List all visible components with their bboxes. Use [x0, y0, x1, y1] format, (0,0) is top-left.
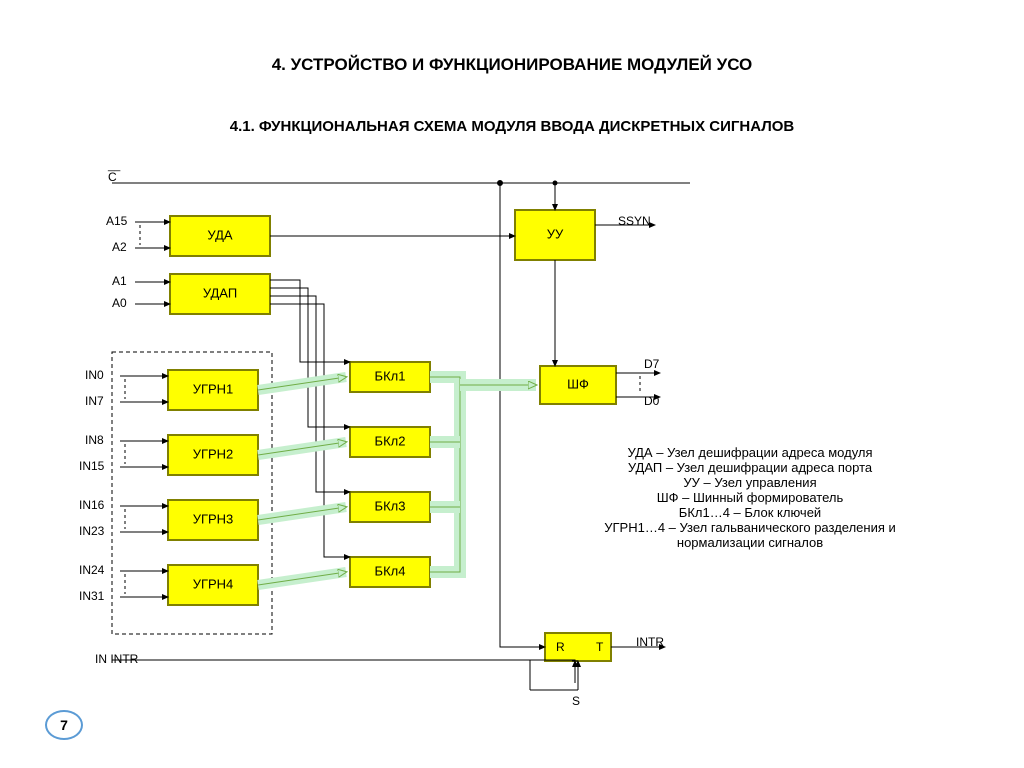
legend-l6: УГРН1…4 – Узел гальванического разделени… [560, 520, 940, 535]
svg-text:T: T [596, 640, 604, 654]
lbl-intr: INTR [636, 635, 664, 649]
legend-l4: ШФ – Шинный формирователь [560, 490, 940, 505]
lbl-a15: A15 [106, 214, 127, 228]
svg-text:БКл1: БКл1 [375, 368, 406, 383]
lbl-d7: D7 [644, 357, 659, 371]
legend-l3: УУ – Узел управления [560, 475, 940, 490]
legend-l2: УДАП – Узел дешифрации адреса порта [560, 460, 940, 475]
lbl-d0: D0 [644, 394, 659, 408]
lbl-in15: IN15 [79, 459, 104, 473]
lbl-ssyn: SSYN [618, 214, 651, 228]
legend-l1: УДА – Узел дешифрации адреса модуля [560, 445, 940, 460]
legend: УДА – Узел дешифрации адреса модуля УДАП… [560, 445, 940, 550]
lbl-a0: A0 [112, 296, 127, 310]
lbl-in31: IN31 [79, 589, 104, 603]
lbl-s: S [572, 694, 580, 708]
lbl-in16: IN16 [79, 498, 104, 512]
svg-text:ШФ: ШФ [567, 376, 589, 391]
diagram-svg: УДА УДАП УГРН1 УГРН2 УГРН3 УГРН4 БКл1 БК… [0, 0, 1024, 768]
svg-text:УГРН1: УГРН1 [193, 381, 234, 396]
lbl-c: C [108, 170, 117, 184]
page-number: 7 [45, 710, 83, 740]
svg-text:БКл4: БКл4 [375, 563, 406, 578]
lbl-in0: IN0 [85, 368, 104, 382]
svg-text:БКл2: БКл2 [375, 433, 406, 448]
lbl-inintr: IN INTR [95, 652, 138, 666]
legend-l7: нормализации сигналов [560, 535, 940, 550]
lbl-in7: IN7 [85, 394, 104, 408]
lbl-in24: IN24 [79, 563, 104, 577]
svg-text:УГРН2: УГРН2 [193, 446, 234, 461]
svg-text:УУ: УУ [547, 226, 564, 241]
svg-text:УГРН4: УГРН4 [193, 576, 234, 591]
svg-text:УГРН3: УГРН3 [193, 511, 234, 526]
lbl-in23: IN23 [79, 524, 104, 538]
lbl-in8: IN8 [85, 433, 104, 447]
svg-text:УДА: УДА [207, 227, 232, 242]
svg-text:R: R [556, 640, 565, 654]
lbl-a1: A1 [112, 274, 127, 288]
svg-text:БКл3: БКл3 [375, 498, 406, 513]
lbl-a2: A2 [112, 240, 127, 254]
legend-l5: БКл1…4 – Блок ключей [560, 505, 940, 520]
svg-text:УДАП: УДАП [203, 285, 237, 300]
